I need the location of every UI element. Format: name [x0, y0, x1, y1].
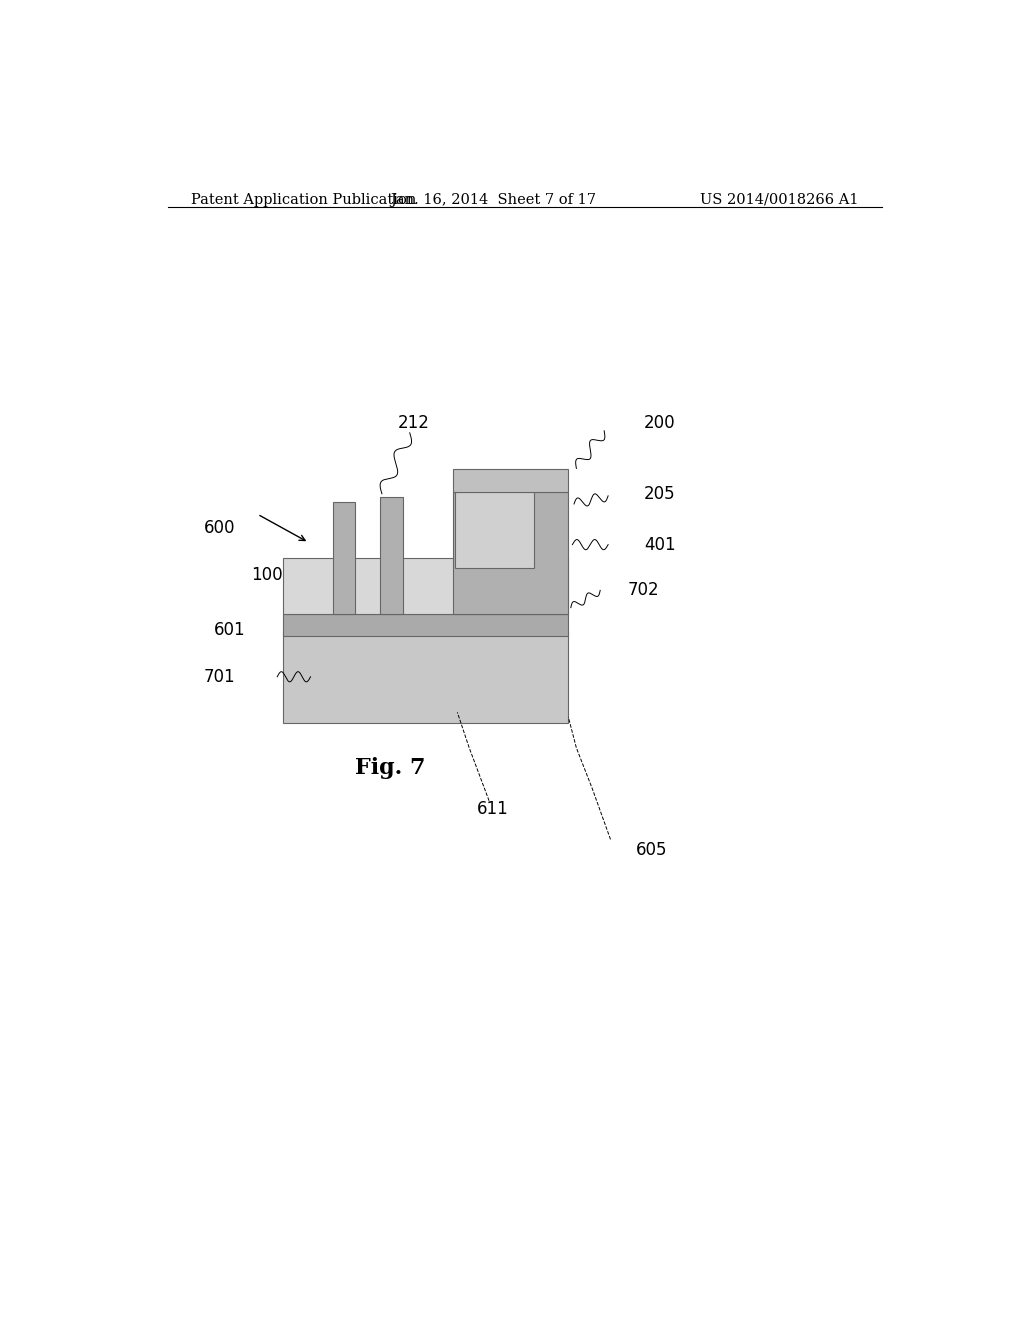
- Text: Fig. 7: Fig. 7: [354, 758, 425, 779]
- Text: 205: 205: [644, 484, 676, 503]
- Bar: [380, 496, 402, 614]
- Bar: [283, 558, 568, 614]
- Text: 200: 200: [644, 413, 676, 432]
- Bar: [333, 502, 355, 614]
- Text: 100: 100: [251, 566, 283, 585]
- Text: 601: 601: [214, 620, 246, 639]
- Bar: [283, 614, 568, 636]
- Text: 600: 600: [204, 519, 236, 537]
- Text: Jan. 16, 2014  Sheet 7 of 17: Jan. 16, 2014 Sheet 7 of 17: [390, 193, 596, 206]
- Text: US 2014/0018266 A1: US 2014/0018266 A1: [699, 193, 858, 206]
- Bar: [455, 492, 535, 568]
- Text: 701: 701: [204, 668, 236, 686]
- Bar: [454, 470, 568, 492]
- Text: 702: 702: [628, 581, 659, 599]
- Text: Patent Application Publication: Patent Application Publication: [191, 193, 417, 206]
- Bar: [283, 631, 568, 722]
- Bar: [454, 492, 568, 614]
- Text: 611: 611: [477, 800, 509, 818]
- Text: 401: 401: [644, 536, 676, 553]
- Text: 605: 605: [636, 841, 668, 858]
- Text: 212: 212: [397, 413, 430, 432]
